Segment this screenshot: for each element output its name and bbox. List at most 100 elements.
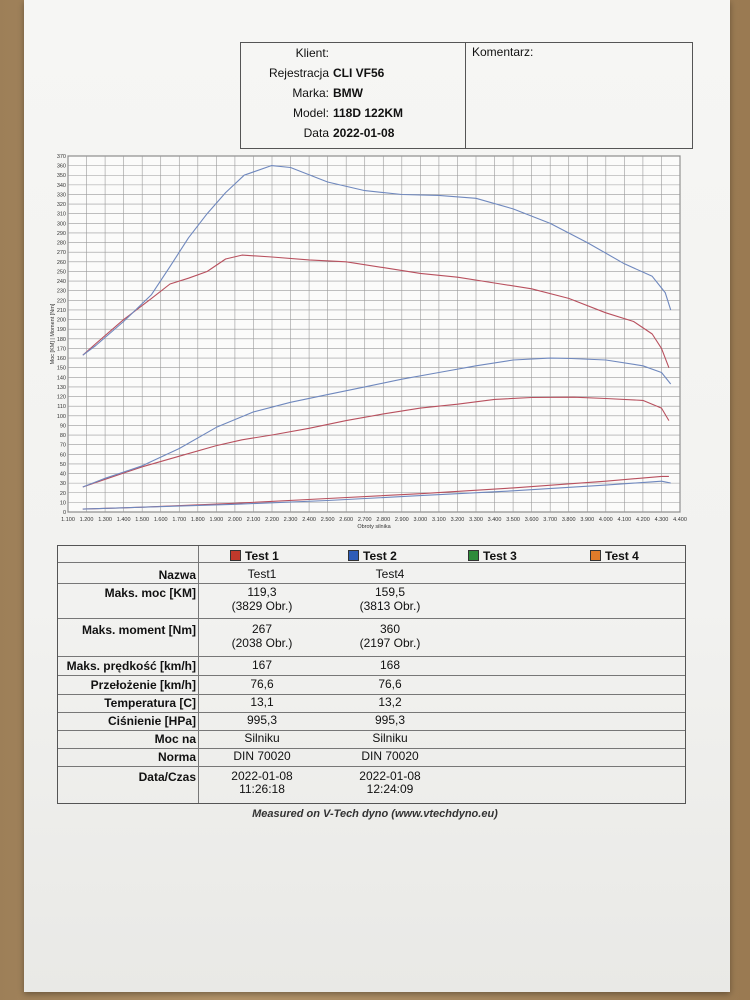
header-field-data: Data 2022-01-08: [241, 124, 465, 144]
header-divider: [465, 43, 466, 148]
y-tick-label: 360: [57, 164, 66, 170]
test1-cell: Test1: [247, 567, 277, 581]
row-label: Nazwa: [158, 568, 196, 582]
legend-test-3: Test 3: [468, 549, 517, 563]
test1-cell: 267: [251, 622, 273, 636]
y-tick-label: 180: [57, 337, 66, 343]
x-tick-label: 3.800: [562, 517, 576, 523]
y-tick-label: 330: [57, 192, 66, 198]
table-divider: [58, 675, 685, 676]
header-value: BMW: [333, 86, 363, 100]
legend-label: Test 2: [363, 549, 397, 563]
row-label: Maks. moc [KM]: [104, 586, 196, 600]
x-tick-label: 2.300: [284, 517, 298, 523]
x-tick-label: 1.800: [191, 517, 205, 523]
x-tick-label: 2.500: [321, 517, 335, 523]
y-tick-label: 60: [60, 452, 66, 458]
table-divider: [198, 546, 199, 803]
test2-cell: 76,6: [378, 677, 402, 691]
test2-cell-sub: 12:24:09: [366, 782, 414, 796]
x-tick-label: 1.500: [135, 517, 149, 523]
x-axis-label: Obroty silnika: [357, 524, 391, 530]
series-line-power: [82, 396, 670, 488]
test1-cell: 76,6: [250, 677, 274, 691]
test2-cell: 2022-01-08: [359, 769, 421, 783]
x-tick-label: 2.600: [339, 517, 353, 523]
y-tick-label: 150: [57, 366, 66, 372]
test1-cell: Silniku: [244, 731, 280, 745]
test2-cell: 360: [379, 622, 401, 636]
x-tick-label: 1.100: [61, 517, 75, 523]
y-tick-label: 220: [57, 298, 66, 304]
x-tick-label: 2.800: [376, 517, 390, 523]
table-divider: [58, 694, 685, 695]
header-label: Marka:: [292, 86, 329, 100]
test1-cell: DIN 70020: [233, 749, 291, 763]
test2-cell: 168: [379, 658, 401, 672]
y-tick-label: 260: [57, 260, 66, 266]
test1-cell: 995,3: [246, 713, 278, 727]
y-tick-label: 100: [57, 414, 66, 420]
legend-test-4: Test 4: [590, 549, 639, 563]
x-tick-label: 4.200: [636, 517, 650, 523]
series-line-power: [82, 357, 672, 488]
header-value: 118D 122KM: [333, 106, 404, 120]
y-tick-label: 190: [57, 327, 66, 333]
x-tick-label: 1.200: [80, 517, 94, 523]
header-field-model: Model: 118D 122KM: [241, 104, 465, 124]
legend-swatch: [468, 550, 479, 561]
x-tick-label: 2.400: [302, 517, 316, 523]
row-label: Norma: [157, 750, 196, 764]
header-label: Data: [303, 126, 329, 140]
row-label: Ciśnienie [HPa]: [107, 714, 196, 728]
table-divider: [58, 748, 685, 749]
y-tick-label: 30: [60, 481, 66, 487]
x-tick-label: 1.900: [209, 517, 223, 523]
x-tick-label: 2.000: [228, 517, 242, 523]
legend-label: Test 1: [245, 549, 279, 563]
legend-swatch: [590, 550, 601, 561]
x-tick-label: 3.200: [451, 517, 465, 523]
x-tick-label: 1.600: [154, 517, 168, 523]
y-tick-label: 10: [60, 500, 66, 506]
x-tick-label: 3.000: [413, 517, 427, 523]
y-tick-label: 250: [57, 269, 66, 275]
y-tick-label: 130: [57, 385, 66, 391]
x-tick-label: 1.400: [117, 517, 131, 523]
legend-test-1: Test 1: [230, 549, 279, 563]
test1-cell: 167: [251, 658, 273, 672]
header-label: Rejestracja: [268, 66, 329, 80]
dyno-chart-svg: 1.100 1.200 1.300 1.400 1.500 1.600 1.700 1.800…: [50, 154, 687, 530]
row-label: Przełożenie [km/h]: [90, 678, 196, 692]
y-tick-label: 40: [60, 472, 66, 478]
y-tick-label: 240: [57, 279, 66, 285]
y-tick-label: 280: [57, 241, 66, 247]
y-tick-label: 210: [57, 308, 66, 314]
y-tick-label: 310: [57, 212, 66, 218]
y-tick-label: 230: [57, 289, 66, 295]
row-label: Maks. prędkość [km/h]: [66, 659, 196, 673]
x-tick-label: 3.100: [432, 517, 446, 523]
y-tick-label: 160: [57, 356, 66, 362]
y-tick-label: 90: [60, 423, 66, 429]
y-tick-label: 70: [60, 443, 66, 449]
test2-cell: 995,3: [374, 713, 406, 727]
row-label: Maks. moment [Nm]: [81, 623, 196, 637]
table-divider: [58, 656, 685, 657]
row-label: Temperatura [C]: [104, 696, 196, 710]
test1-cell: 13,1: [250, 695, 274, 709]
table-divider: [58, 730, 685, 731]
x-tick-label: 2.700: [358, 517, 372, 523]
y-tick-label: 320: [57, 202, 66, 208]
y-tick-label: 290: [57, 231, 66, 237]
test2-cell: 13,2: [378, 695, 402, 709]
series-line-torque: [82, 165, 672, 356]
series-line-torque: [82, 254, 670, 368]
y-tick-label: 110: [57, 404, 66, 410]
y-tick-label: 0: [63, 510, 66, 516]
header-label: Model:: [292, 106, 329, 120]
row-label: Moc na: [154, 732, 196, 746]
table-divider: [58, 618, 685, 619]
legend-test-2: Test 2: [348, 549, 397, 563]
table-divider: [58, 712, 685, 713]
